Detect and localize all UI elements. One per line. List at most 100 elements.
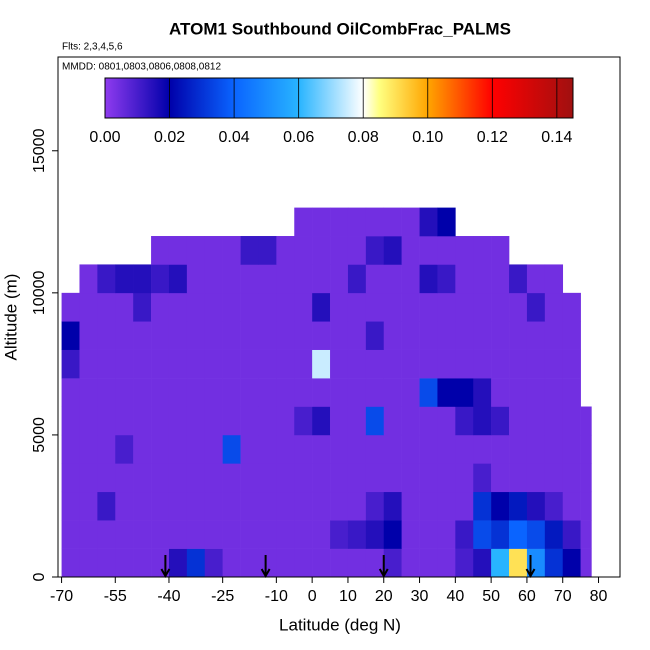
heat-cell bbox=[204, 349, 223, 379]
heat-cell bbox=[204, 406, 223, 436]
heat-cell bbox=[312, 378, 331, 407]
heat-cell bbox=[204, 264, 223, 294]
colorbar-tick-label: 0.04 bbox=[219, 129, 250, 146]
heat-cell bbox=[473, 463, 492, 493]
heat-cell bbox=[383, 321, 402, 350]
heat-cell bbox=[526, 264, 546, 294]
heat-cell bbox=[437, 292, 456, 322]
heat-cell bbox=[383, 236, 402, 265]
heat-cell bbox=[240, 491, 259, 521]
heat-cell bbox=[151, 236, 170, 265]
heat-cell bbox=[79, 321, 98, 350]
heat-cell bbox=[419, 548, 438, 578]
heat-cell bbox=[115, 406, 134, 436]
heat-cell bbox=[312, 548, 331, 578]
heat-cell bbox=[276, 463, 295, 493]
heat-cell bbox=[258, 491, 277, 521]
heat-cell bbox=[240, 520, 259, 549]
heat-cell bbox=[455, 349, 474, 379]
heat-cell bbox=[312, 463, 331, 493]
heat-cell bbox=[276, 378, 295, 407]
arrow-head bbox=[378, 568, 389, 579]
heat-cell bbox=[79, 406, 98, 436]
heat-cell bbox=[347, 321, 367, 350]
arrow-head bbox=[160, 568, 171, 579]
heat-cell bbox=[365, 434, 385, 464]
heat-cell bbox=[419, 264, 438, 294]
heat-cell bbox=[509, 292, 528, 322]
heat-cell bbox=[168, 264, 188, 294]
heat-cell bbox=[222, 264, 241, 294]
heat-cell bbox=[79, 491, 98, 521]
heat-cell bbox=[151, 292, 170, 322]
heat-cell bbox=[562, 349, 581, 379]
heat-cell bbox=[312, 292, 331, 322]
heat-cell bbox=[401, 406, 420, 436]
heat-cell bbox=[437, 321, 456, 350]
heat-cell bbox=[276, 236, 295, 265]
subtitle: Flts: 2,3,4,5,6 bbox=[62, 42, 123, 53]
colorbar-tick-label: 0.12 bbox=[477, 129, 508, 146]
heat-cell bbox=[383, 292, 402, 322]
colorbar-tick-label: 0.14 bbox=[541, 129, 572, 146]
heat-cell bbox=[383, 491, 402, 521]
heat-cell bbox=[276, 520, 295, 549]
x-tick-label: -25 bbox=[211, 588, 234, 605]
heat-cell bbox=[491, 349, 510, 379]
heat-cell bbox=[544, 491, 564, 521]
heat-cell bbox=[204, 236, 223, 265]
heat-cell bbox=[509, 463, 528, 493]
heat-cell bbox=[455, 520, 474, 549]
heat-cell bbox=[401, 491, 420, 521]
heat-cell bbox=[365, 463, 385, 493]
heat-cell bbox=[491, 264, 510, 294]
heat-cell bbox=[204, 463, 223, 493]
heat-cell bbox=[186, 378, 206, 407]
heat-cell bbox=[276, 264, 295, 294]
heat-cell bbox=[151, 406, 170, 436]
heat-cell bbox=[562, 406, 581, 436]
heat-cell bbox=[61, 321, 80, 350]
heat-cell bbox=[419, 434, 438, 464]
heat-cell bbox=[437, 349, 456, 379]
heat-cell bbox=[562, 434, 581, 464]
heat-cell bbox=[491, 491, 510, 521]
heat-cell bbox=[97, 321, 116, 350]
heat-cell bbox=[97, 491, 116, 521]
heat-cell bbox=[580, 491, 592, 521]
heat-cell bbox=[168, 520, 188, 549]
heat-cell bbox=[437, 264, 456, 294]
heat-cell bbox=[330, 434, 349, 464]
heat-cell bbox=[330, 548, 349, 578]
heat-cell bbox=[544, 463, 564, 493]
heat-cell bbox=[240, 321, 259, 350]
heat-cell bbox=[222, 463, 241, 493]
heat-cell bbox=[383, 463, 402, 493]
heat-cell bbox=[240, 434, 259, 464]
heat-cell bbox=[491, 406, 510, 436]
heat-cell bbox=[151, 378, 170, 407]
heat-cell bbox=[97, 463, 116, 493]
heat-cell bbox=[294, 463, 313, 493]
heat-cell bbox=[491, 378, 510, 407]
heat-cell bbox=[222, 548, 241, 578]
heat-cell bbox=[526, 406, 546, 436]
heat-cell bbox=[347, 207, 367, 237]
heat-cell bbox=[61, 378, 80, 407]
heat-cell bbox=[168, 463, 188, 493]
heat-cell bbox=[312, 321, 331, 350]
heat-cell bbox=[168, 434, 188, 464]
heat-cell bbox=[294, 434, 313, 464]
heat-cell bbox=[473, 520, 492, 549]
heat-cell bbox=[401, 434, 420, 464]
heat-cell bbox=[294, 406, 313, 436]
heat-cell bbox=[562, 292, 581, 322]
heat-cell bbox=[133, 520, 152, 549]
heat-cell bbox=[330, 491, 349, 521]
x-tick-label: -70 bbox=[50, 588, 73, 605]
heat-cell bbox=[79, 434, 98, 464]
heat-cell bbox=[133, 264, 152, 294]
heat-cell bbox=[526, 434, 546, 464]
heat-cell bbox=[383, 207, 402, 237]
heat-cell bbox=[437, 520, 456, 549]
